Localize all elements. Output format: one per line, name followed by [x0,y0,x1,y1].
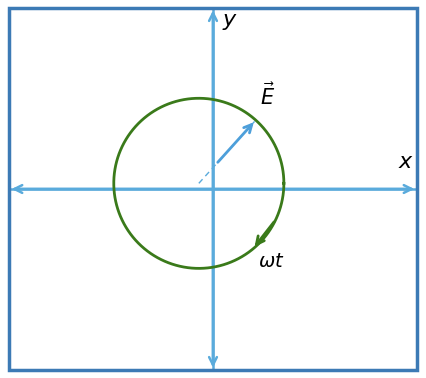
Text: x: x [398,152,412,172]
Text: $\vec{E}$: $\vec{E}$ [260,82,275,109]
Text: y: y [223,10,236,30]
Text: $\omega t$: $\omega t$ [259,252,285,271]
